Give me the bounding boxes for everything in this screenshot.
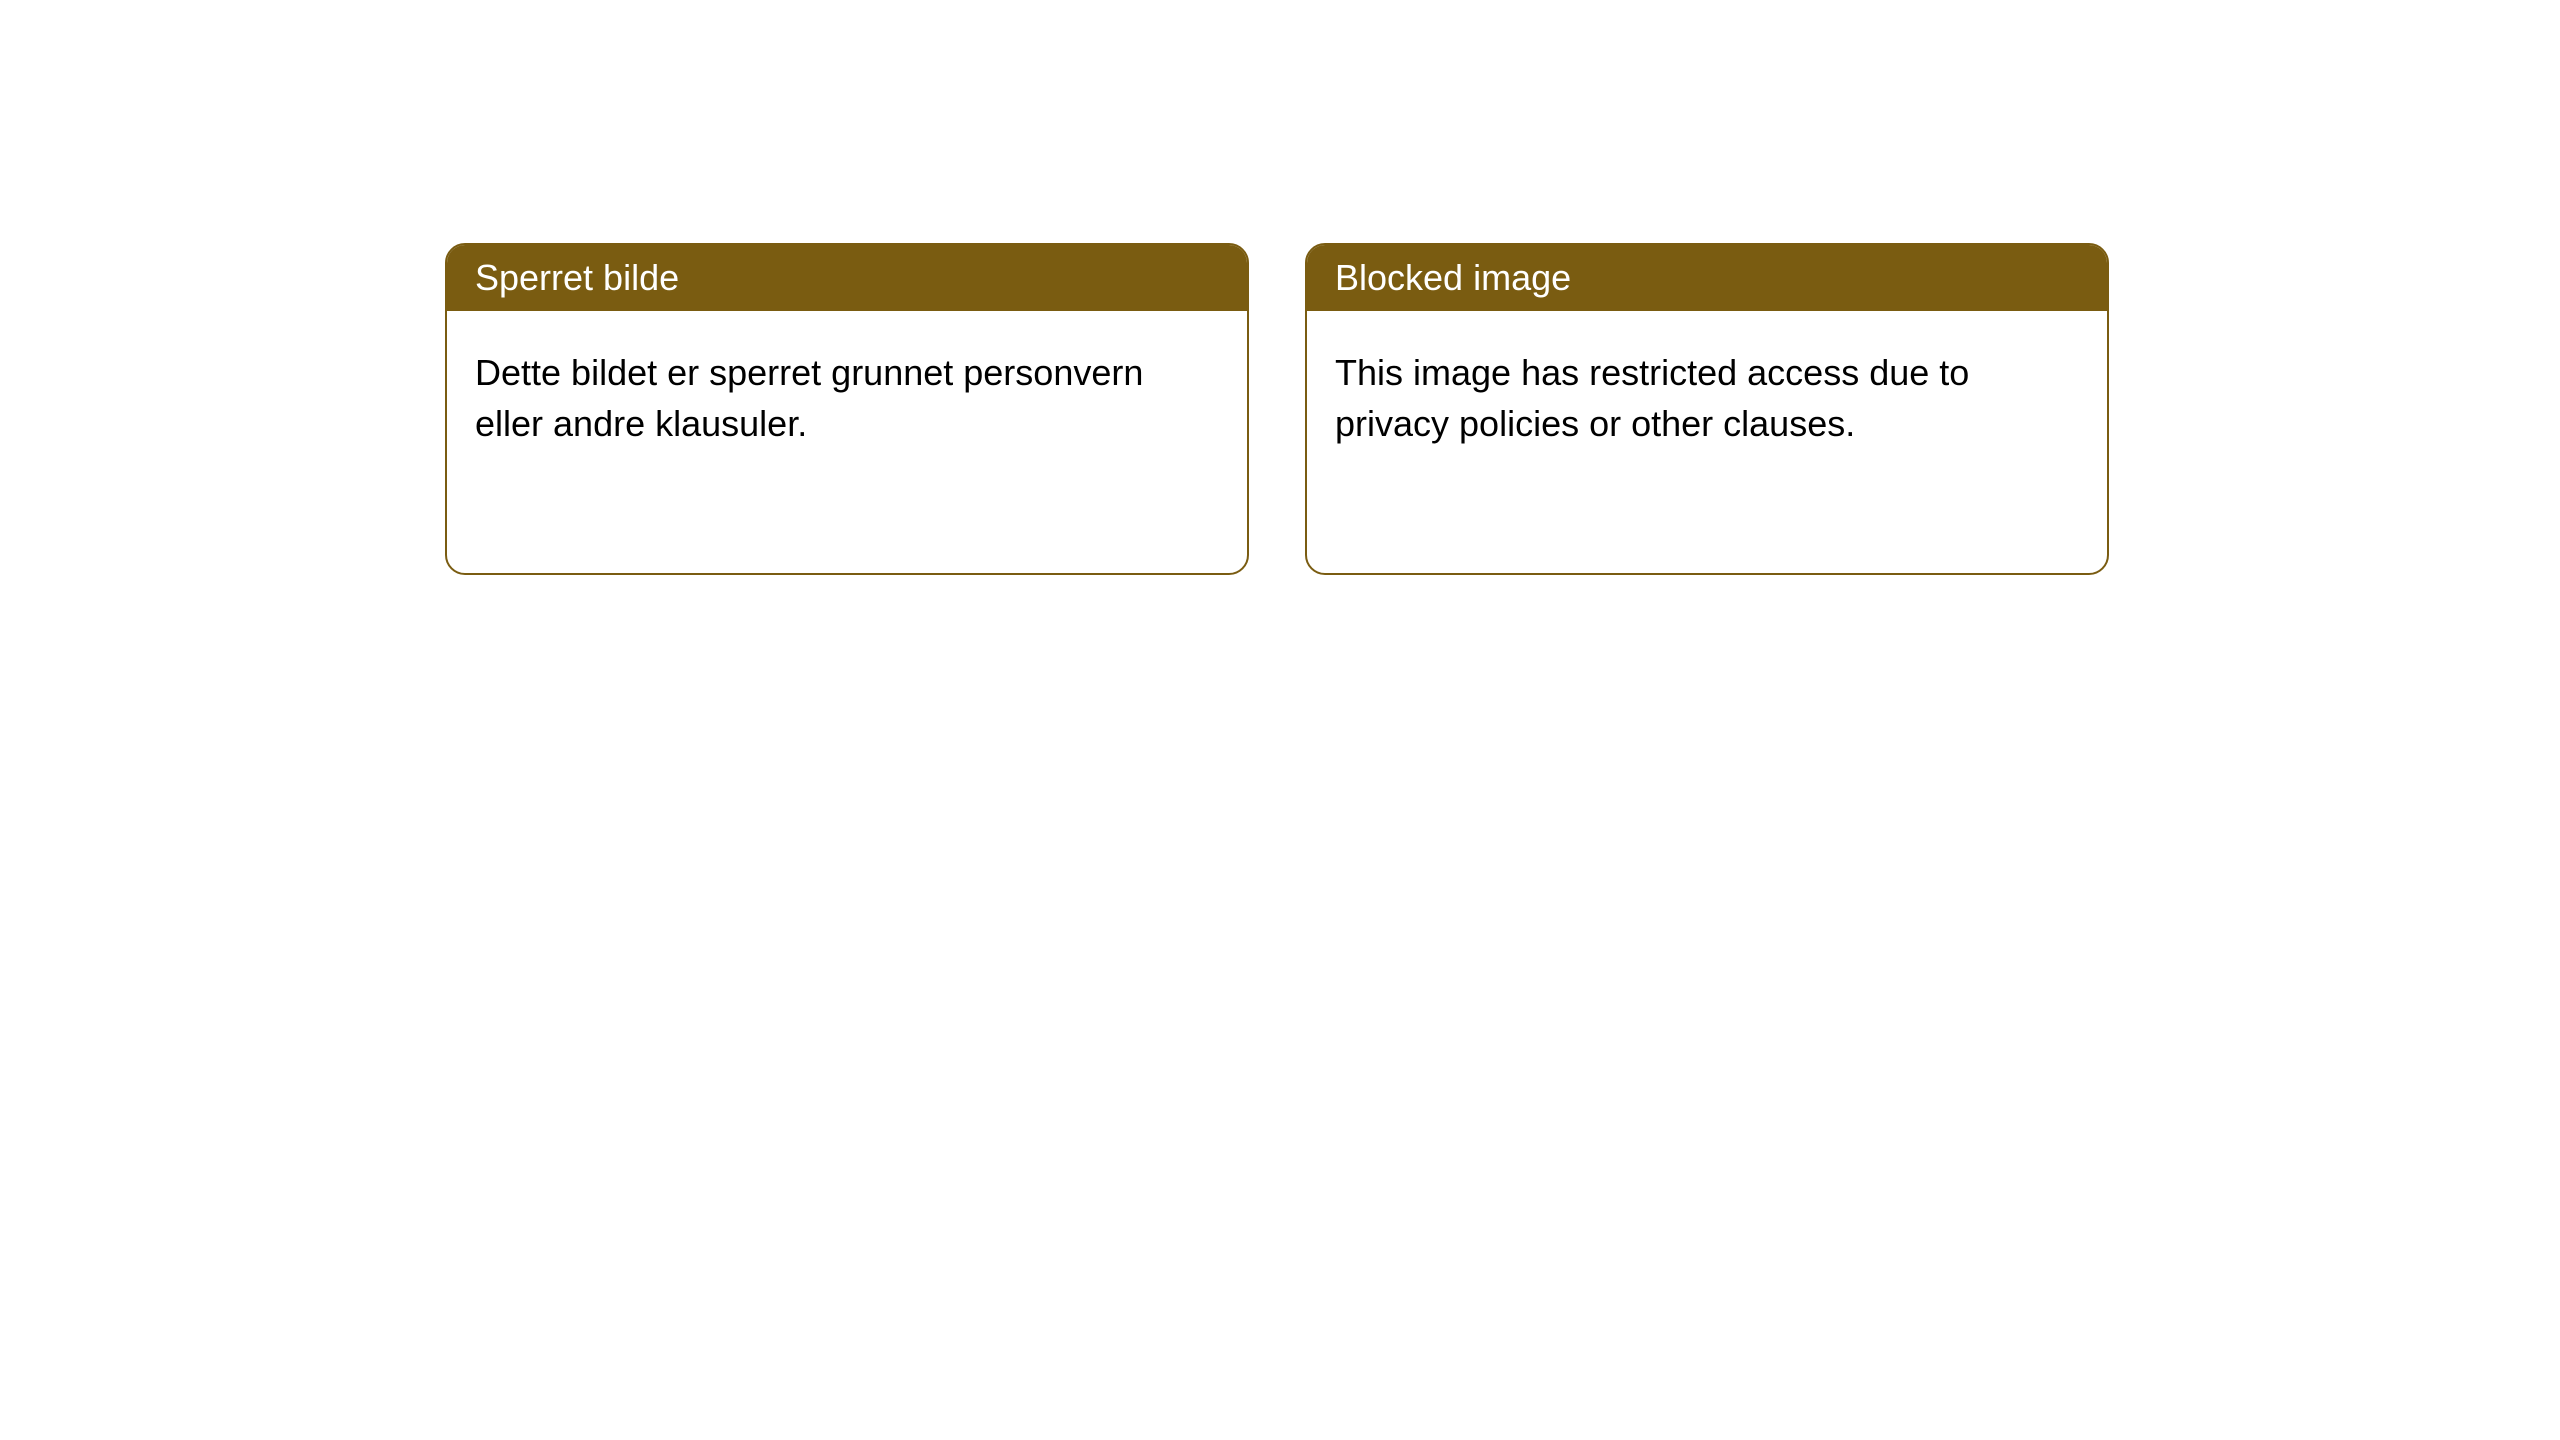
notice-card-norwegian: Sperret bilde Dette bildet er sperret gr… [445, 243, 1249, 575]
card-title: Sperret bilde [447, 245, 1247, 311]
card-body: Dette bildet er sperret grunnet personve… [447, 311, 1247, 485]
notice-card-english: Blocked image This image has restricted … [1305, 243, 2109, 575]
card-title: Blocked image [1307, 245, 2107, 311]
card-body: This image has restricted access due to … [1307, 311, 2107, 485]
notice-container: Sperret bilde Dette bildet er sperret gr… [0, 0, 2560, 575]
